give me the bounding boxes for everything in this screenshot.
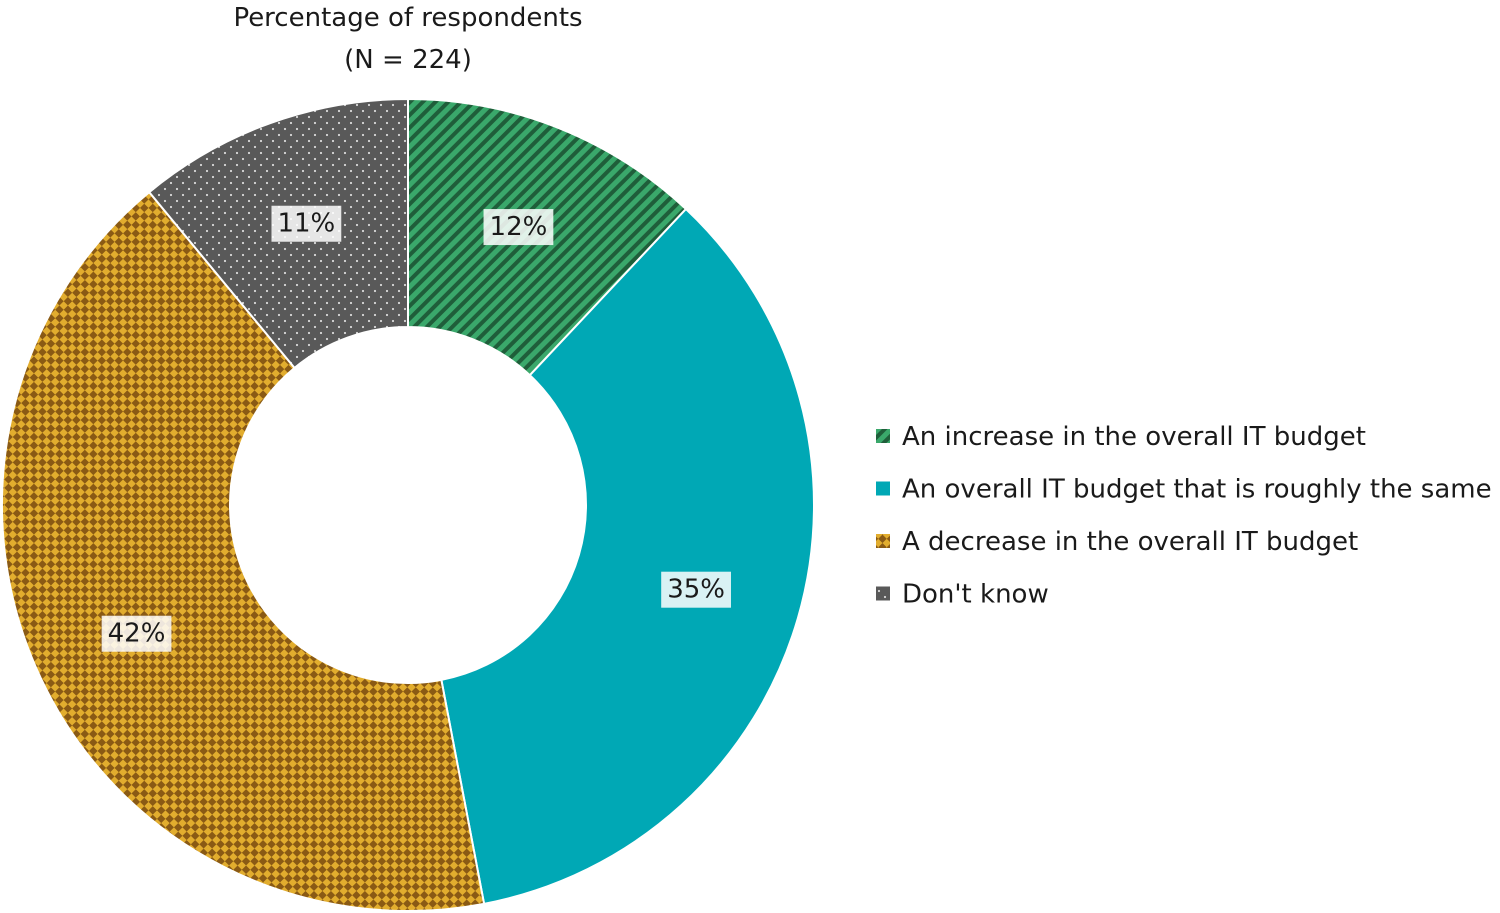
legend-swatch — [876, 534, 890, 548]
data-label-an-overall-it-budget-that-is-roughly-the-same: 35% — [661, 571, 731, 608]
data-label-a-decrease-in-the-overall-it-budget: 42% — [101, 615, 172, 652]
legend-swatch — [876, 429, 890, 443]
data-label-don-t-know: 11% — [271, 205, 342, 242]
data-label-background — [661, 571, 731, 608]
data-label-an-increase-in-the-overall-it-budget: 12% — [483, 209, 554, 246]
data-label-text: 42% — [108, 619, 166, 649]
data-label-background — [483, 209, 554, 246]
donut-slices — [1, 97, 815, 912]
chart-title: Percentage of respondents — [233, 3, 582, 33]
legend-item-an-increase-in-the-overall-it-budget: An increase in the overall IT budget — [876, 422, 1366, 452]
data-label-background — [271, 205, 342, 242]
legend-item-don-t-know: Don't know — [876, 580, 1049, 610]
slice-an-overall-it-budget-that-is-roughly-the-same — [440, 207, 815, 905]
legend-label: A decrease in the overall IT budget — [902, 527, 1358, 557]
legend-swatch — [876, 586, 890, 601]
legend-label: An increase in the overall IT budget — [902, 422, 1366, 452]
data-label-text: 12% — [490, 212, 548, 242]
slice-a-decrease-in-the-overall-it-budget — [1, 190, 486, 912]
legend-label: An overall IT budget that is roughly the… — [902, 475, 1492, 505]
legend-swatch — [876, 481, 890, 496]
legend: An increase in the overall IT budget An o… — [876, 422, 1492, 610]
data-label-text: 11% — [277, 209, 335, 239]
legend-label: Don't know — [902, 580, 1049, 610]
data-label-text: 35% — [667, 575, 725, 605]
data-labels: 12% 35% 42% 11% — [101, 205, 731, 652]
chart-subtitle: (N = 224) — [344, 45, 472, 75]
legend-item-an-overall-it-budget-that-is-roughly-the-same: An overall IT budget that is roughly the… — [876, 475, 1492, 505]
data-label-background — [101, 615, 172, 652]
legend-item-a-decrease-in-the-overall-it-budget: A decrease in the overall IT budget — [876, 527, 1358, 557]
